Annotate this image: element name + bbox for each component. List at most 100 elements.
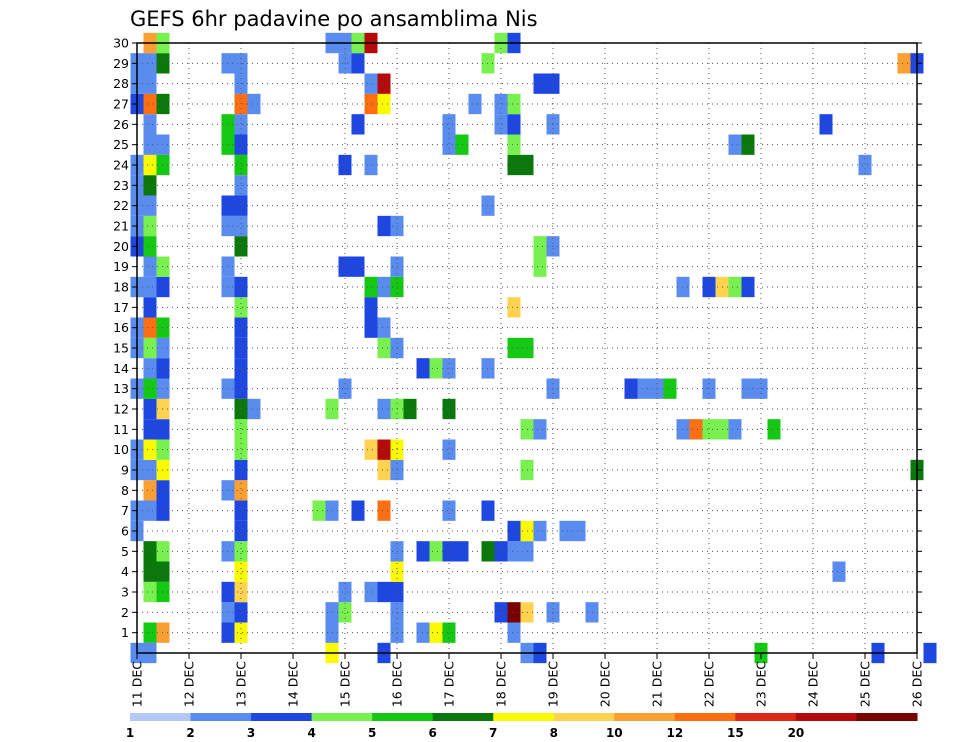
precip-cell — [234, 297, 248, 318]
colorbar-label: 15 — [727, 726, 744, 740]
precip-cell — [143, 439, 157, 460]
precip-cell — [897, 53, 911, 74]
precip-cell — [338, 581, 352, 603]
precip-cell — [377, 459, 391, 481]
precip-cell — [234, 134, 248, 155]
x-tick-label: 16 DEC — [390, 661, 405, 707]
precip-cell — [377, 276, 391, 298]
colorbar-label: 10 — [606, 726, 623, 740]
x-tick-label: 15 DEC — [338, 661, 353, 707]
precip-cell — [364, 317, 378, 338]
colorbar-label: 2 — [186, 726, 194, 740]
y-tick-label: 28 — [113, 76, 129, 91]
precip-cell — [143, 337, 157, 359]
y-tick-label: 1 — [121, 625, 129, 640]
y-tick-label: 12 — [113, 402, 129, 417]
x-tick-label: 24 DEC — [806, 661, 821, 707]
colorbar-swatch — [735, 713, 797, 721]
precip-cell — [702, 419, 716, 440]
precip-cell — [234, 419, 248, 440]
precip-cell — [247, 398, 261, 420]
precip-cell — [234, 195, 248, 216]
y-tick-label: 23 — [113, 178, 129, 193]
precip-cell — [494, 541, 508, 562]
y-tick-label: 5 — [121, 544, 129, 559]
colorbar-label: 8 — [550, 726, 558, 740]
precip-cell — [728, 134, 742, 155]
y-tick-label: 30 — [113, 36, 129, 51]
y-tick-label: 26 — [113, 117, 129, 132]
colorbar-swatch — [251, 713, 313, 721]
y-tick-label: 14 — [113, 361, 129, 376]
y-tick-label: 15 — [113, 341, 129, 356]
precip-cell — [507, 622, 521, 643]
y-tick-label: 17 — [113, 300, 129, 315]
precip-cell — [377, 337, 391, 359]
precip-cell — [143, 419, 157, 440]
colorbar-swatch — [372, 713, 434, 721]
precip-cell — [624, 378, 638, 399]
x-tick-label: 13 DEC — [234, 661, 249, 707]
colorbar-label: 20 — [788, 726, 805, 740]
precip-cell — [234, 520, 248, 542]
precip-cell — [143, 236, 157, 257]
precip-cell — [234, 337, 248, 359]
y-tick-label: 10 — [113, 442, 129, 457]
precip-cell — [559, 520, 573, 542]
precip-cell — [143, 256, 157, 277]
precip-cell — [442, 134, 456, 155]
precip-cell — [364, 276, 378, 298]
precip-cell — [507, 297, 521, 318]
precip-cell — [234, 561, 248, 582]
precip-cell — [143, 73, 157, 94]
precip-cell — [234, 154, 248, 176]
precip-cell — [832, 561, 846, 582]
y-tick-label: 11 — [113, 422, 129, 437]
y-tick-label: 9 — [121, 463, 129, 478]
precip-cell — [338, 602, 352, 623]
precip-cell — [494, 602, 508, 623]
precip-cell — [663, 378, 677, 399]
precip-cell — [533, 419, 547, 440]
precip-cell — [819, 114, 833, 135]
precip-cell — [312, 500, 326, 521]
precip-cell — [442, 622, 456, 643]
grid-layer — [137, 43, 917, 653]
precip-cell — [338, 154, 352, 176]
colorbar-swatch — [432, 713, 494, 721]
precip-cell — [442, 541, 456, 562]
precip-cell — [234, 114, 248, 135]
precip-cell — [494, 114, 508, 135]
y-tick-label: 18 — [113, 280, 129, 295]
precip-cell — [143, 480, 157, 501]
precip-cell — [533, 73, 547, 94]
precip-cell — [377, 215, 391, 237]
precip-cell — [377, 93, 391, 115]
precip-cell — [507, 602, 521, 623]
precip-cell — [234, 459, 248, 481]
precip-cell — [364, 439, 378, 460]
precip-cell — [143, 398, 157, 420]
precip-cell — [429, 622, 443, 643]
y-tick-label: 16 — [113, 320, 129, 335]
precip-cell — [429, 358, 443, 379]
colorbar-swatch — [190, 713, 252, 721]
precip-cell — [247, 93, 261, 115]
precip-cell — [507, 541, 521, 562]
precip-cell — [377, 581, 391, 603]
precip-cell — [143, 195, 157, 216]
chart-title: GEFS 6hr padavine po ansamblima Nis — [130, 7, 538, 31]
y-tick-label: 2 — [121, 605, 129, 620]
precip-cell — [728, 419, 742, 440]
x-tick-label: 26 DEC — [910, 661, 925, 707]
precip-cell — [143, 93, 157, 115]
cells-layer — [130, 32, 937, 664]
precip-cell — [143, 581, 157, 603]
colorbar-swatch — [674, 713, 736, 721]
precip-cell — [338, 256, 352, 277]
precip-cell — [143, 297, 157, 318]
precip-cell — [533, 236, 547, 257]
y-tick-label: 24 — [113, 158, 129, 173]
colorbar-swatch — [311, 713, 373, 721]
